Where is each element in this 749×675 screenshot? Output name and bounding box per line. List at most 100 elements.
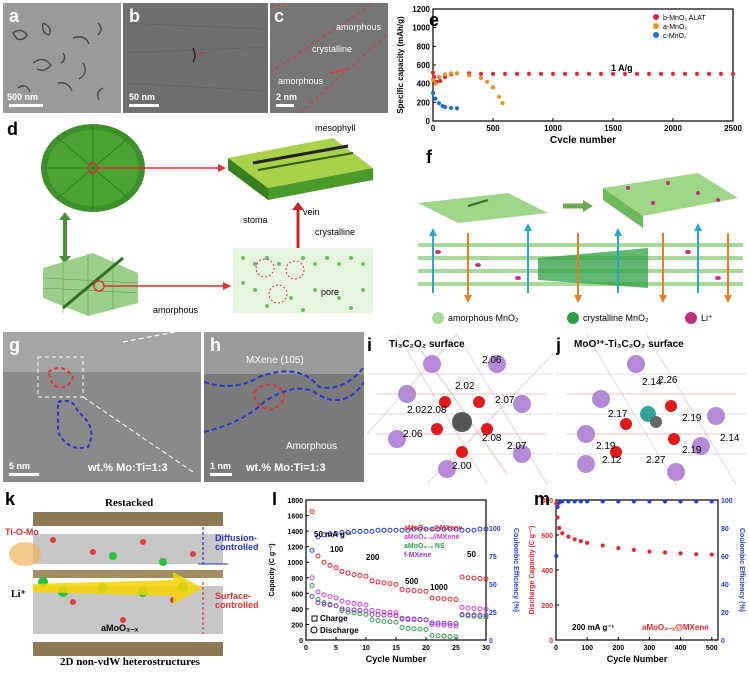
data-point xyxy=(477,576,483,582)
data-point xyxy=(435,526,441,532)
scale-text-c: 2 nm xyxy=(276,92,298,102)
data-point xyxy=(435,620,441,626)
x-tick-label: 400 xyxy=(675,645,687,652)
data-point xyxy=(339,529,345,535)
legend-charge-marker xyxy=(311,615,318,622)
structure-i-svg xyxy=(367,334,553,484)
data-point xyxy=(411,626,417,632)
data-point xyxy=(357,601,363,607)
data-point xyxy=(411,526,417,532)
j-bond-1: 2.14 xyxy=(642,377,662,388)
data-point xyxy=(478,75,484,81)
hex-flake xyxy=(42,253,139,316)
data-point xyxy=(387,612,393,618)
data-point xyxy=(448,71,454,76)
legend-label: b-MnO₂ ALAT xyxy=(663,15,706,22)
y-tick-label: 400 xyxy=(291,607,303,614)
data-point xyxy=(447,634,453,639)
data-point xyxy=(430,70,436,75)
data-point xyxy=(405,587,411,593)
tem-a-texture xyxy=(3,3,121,113)
data-point xyxy=(572,537,577,542)
data-point xyxy=(490,71,496,76)
scale-bar-h xyxy=(210,473,232,476)
x-tick-label: 300 xyxy=(644,645,656,652)
y-tick-label: 200 xyxy=(541,603,553,610)
data-point xyxy=(560,499,565,504)
data-point xyxy=(321,532,327,538)
d-label-pore: pore xyxy=(321,287,340,297)
j-bond-4: 2.19 xyxy=(682,413,702,424)
panel-label-j: j xyxy=(556,335,562,355)
data-point xyxy=(363,608,369,614)
data-point xyxy=(538,71,544,76)
y-tick-label: 600 xyxy=(417,61,431,70)
scale-text-g: 5 nm xyxy=(9,461,31,471)
y2-tick-label: 0 xyxy=(721,638,725,645)
y2-tick-label: 25 xyxy=(489,610,497,617)
tem-panel-a: a 500 nm xyxy=(3,3,121,113)
data-point xyxy=(483,576,489,582)
data-point xyxy=(694,499,699,504)
y-tick-label: 600 xyxy=(291,591,303,598)
data-point xyxy=(453,623,459,629)
g-ratio: wt.% Mo:Ti=1:3 xyxy=(88,462,168,474)
data-point xyxy=(471,606,477,611)
data-point xyxy=(433,96,438,101)
i-bond-6: 2.06 xyxy=(403,429,423,440)
data-point xyxy=(393,619,399,625)
data-point xyxy=(453,621,459,627)
y2-tick-label: 20 xyxy=(721,610,729,617)
data-point xyxy=(477,614,483,620)
data-point xyxy=(369,611,375,617)
data-point xyxy=(441,526,447,532)
data-point xyxy=(706,71,712,76)
data-point xyxy=(393,581,399,587)
i-bond-7: 2.08 xyxy=(482,433,502,444)
data-point xyxy=(351,610,357,616)
rate-label: 100 xyxy=(330,545,344,554)
k-amoo: aMoO₃₋ₓ xyxy=(101,623,139,633)
data-point xyxy=(345,570,351,576)
data-point xyxy=(345,609,351,615)
y-tick-label: 800 xyxy=(291,576,303,583)
data-point xyxy=(345,600,351,606)
data-point xyxy=(436,101,442,106)
data-point xyxy=(477,606,483,612)
c-label-amorphous-top: amorphous xyxy=(336,22,382,32)
data-point xyxy=(585,499,590,504)
y-tick-label: 1000 xyxy=(287,560,303,567)
panel-label-e: e xyxy=(429,10,440,30)
data-point xyxy=(417,588,423,594)
k-li: Li⁺ xyxy=(11,589,26,600)
data-point xyxy=(647,549,652,554)
chart-panel-m: 0 100 200 300 400 500 0 200 400 600 800 0 20 40 60 80 10… xyxy=(524,492,746,672)
data-point xyxy=(678,551,683,556)
y-tick-label: 1600 xyxy=(287,514,303,521)
data-point xyxy=(435,622,441,628)
data-point xyxy=(363,573,369,579)
data-point xyxy=(399,616,405,622)
data-point xyxy=(484,79,490,84)
x-axis-label: Cycle Number xyxy=(607,654,668,664)
data-point xyxy=(566,499,571,504)
data-point xyxy=(375,579,381,585)
data-point xyxy=(670,71,676,76)
y2-tick-label: 75 xyxy=(489,554,497,561)
panel-label-h: h xyxy=(210,335,221,355)
data-point xyxy=(477,612,483,618)
j-bond-5: 2.14 xyxy=(720,433,740,444)
data-point xyxy=(369,528,375,534)
data-point xyxy=(315,597,321,603)
x-tick-label: 20 xyxy=(422,645,430,652)
data-point xyxy=(646,71,652,76)
x-axis-label: Cycle number xyxy=(550,135,616,143)
data-point xyxy=(622,71,628,76)
plot-frame xyxy=(555,499,719,641)
x-tick-label: 0 xyxy=(304,645,308,652)
x-tick-label: 2000 xyxy=(664,124,682,133)
data-point xyxy=(381,580,387,586)
h-mxene: MXene (105) xyxy=(246,355,304,366)
i-bond-2: 2.02 xyxy=(455,381,475,392)
panel-label-k: k xyxy=(5,492,16,509)
